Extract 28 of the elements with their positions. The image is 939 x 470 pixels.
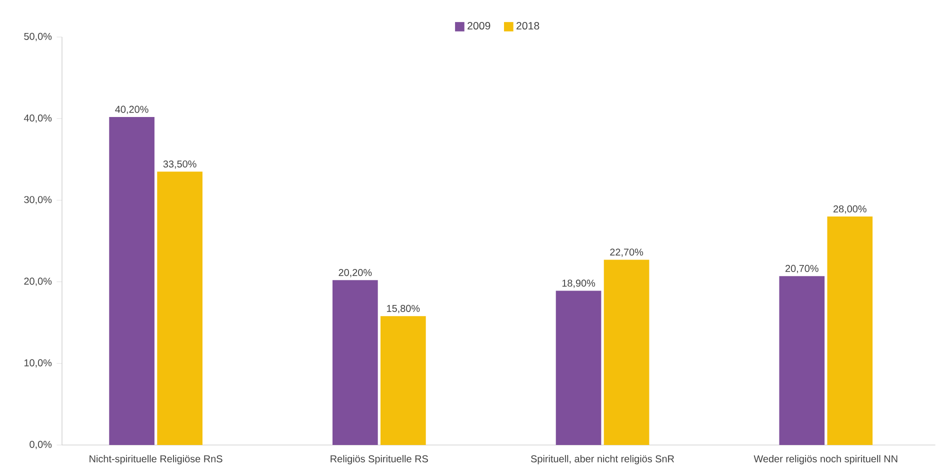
x-tick-label: Weder religiös noch spirituell NN [754,455,898,464]
legend-label: 2018 [516,22,540,30]
bar [332,280,378,445]
data-label: 18,90% [562,280,596,288]
data-label: 33,50% [163,160,196,169]
y-tick-label: 0,0% [30,440,52,450]
legend-label: 2009 [468,22,490,30]
bar [827,216,873,445]
y-tick-label: 50,0% [24,32,52,42]
y-tick-label: 10,0% [24,359,52,368]
y-tick-label: 20,0% [24,278,52,286]
data-label: 20,70% [786,264,818,274]
bar [109,116,154,445]
x-tick-label: Spirituell, aber nicht religiös SnR [531,455,674,464]
x-tick-label: Religiös Spirituelle RS [330,455,428,464]
data-label: 28,00% [834,205,866,214]
data-label: 20,20% [338,269,372,278]
y-tick-label: 30,0% [24,196,52,204]
data-label: 15,80% [387,304,420,314]
bar [380,316,426,445]
y-tick-label: 40,0% [24,114,52,123]
bar [157,172,202,445]
x-tick-label: Nicht-spirituelle Religiöse RnS [90,455,222,464]
bar [556,290,602,445]
data-label: 40,20% [115,106,148,114]
bar [779,276,825,445]
data-label: 22,70% [610,248,644,257]
bar [604,260,650,445]
